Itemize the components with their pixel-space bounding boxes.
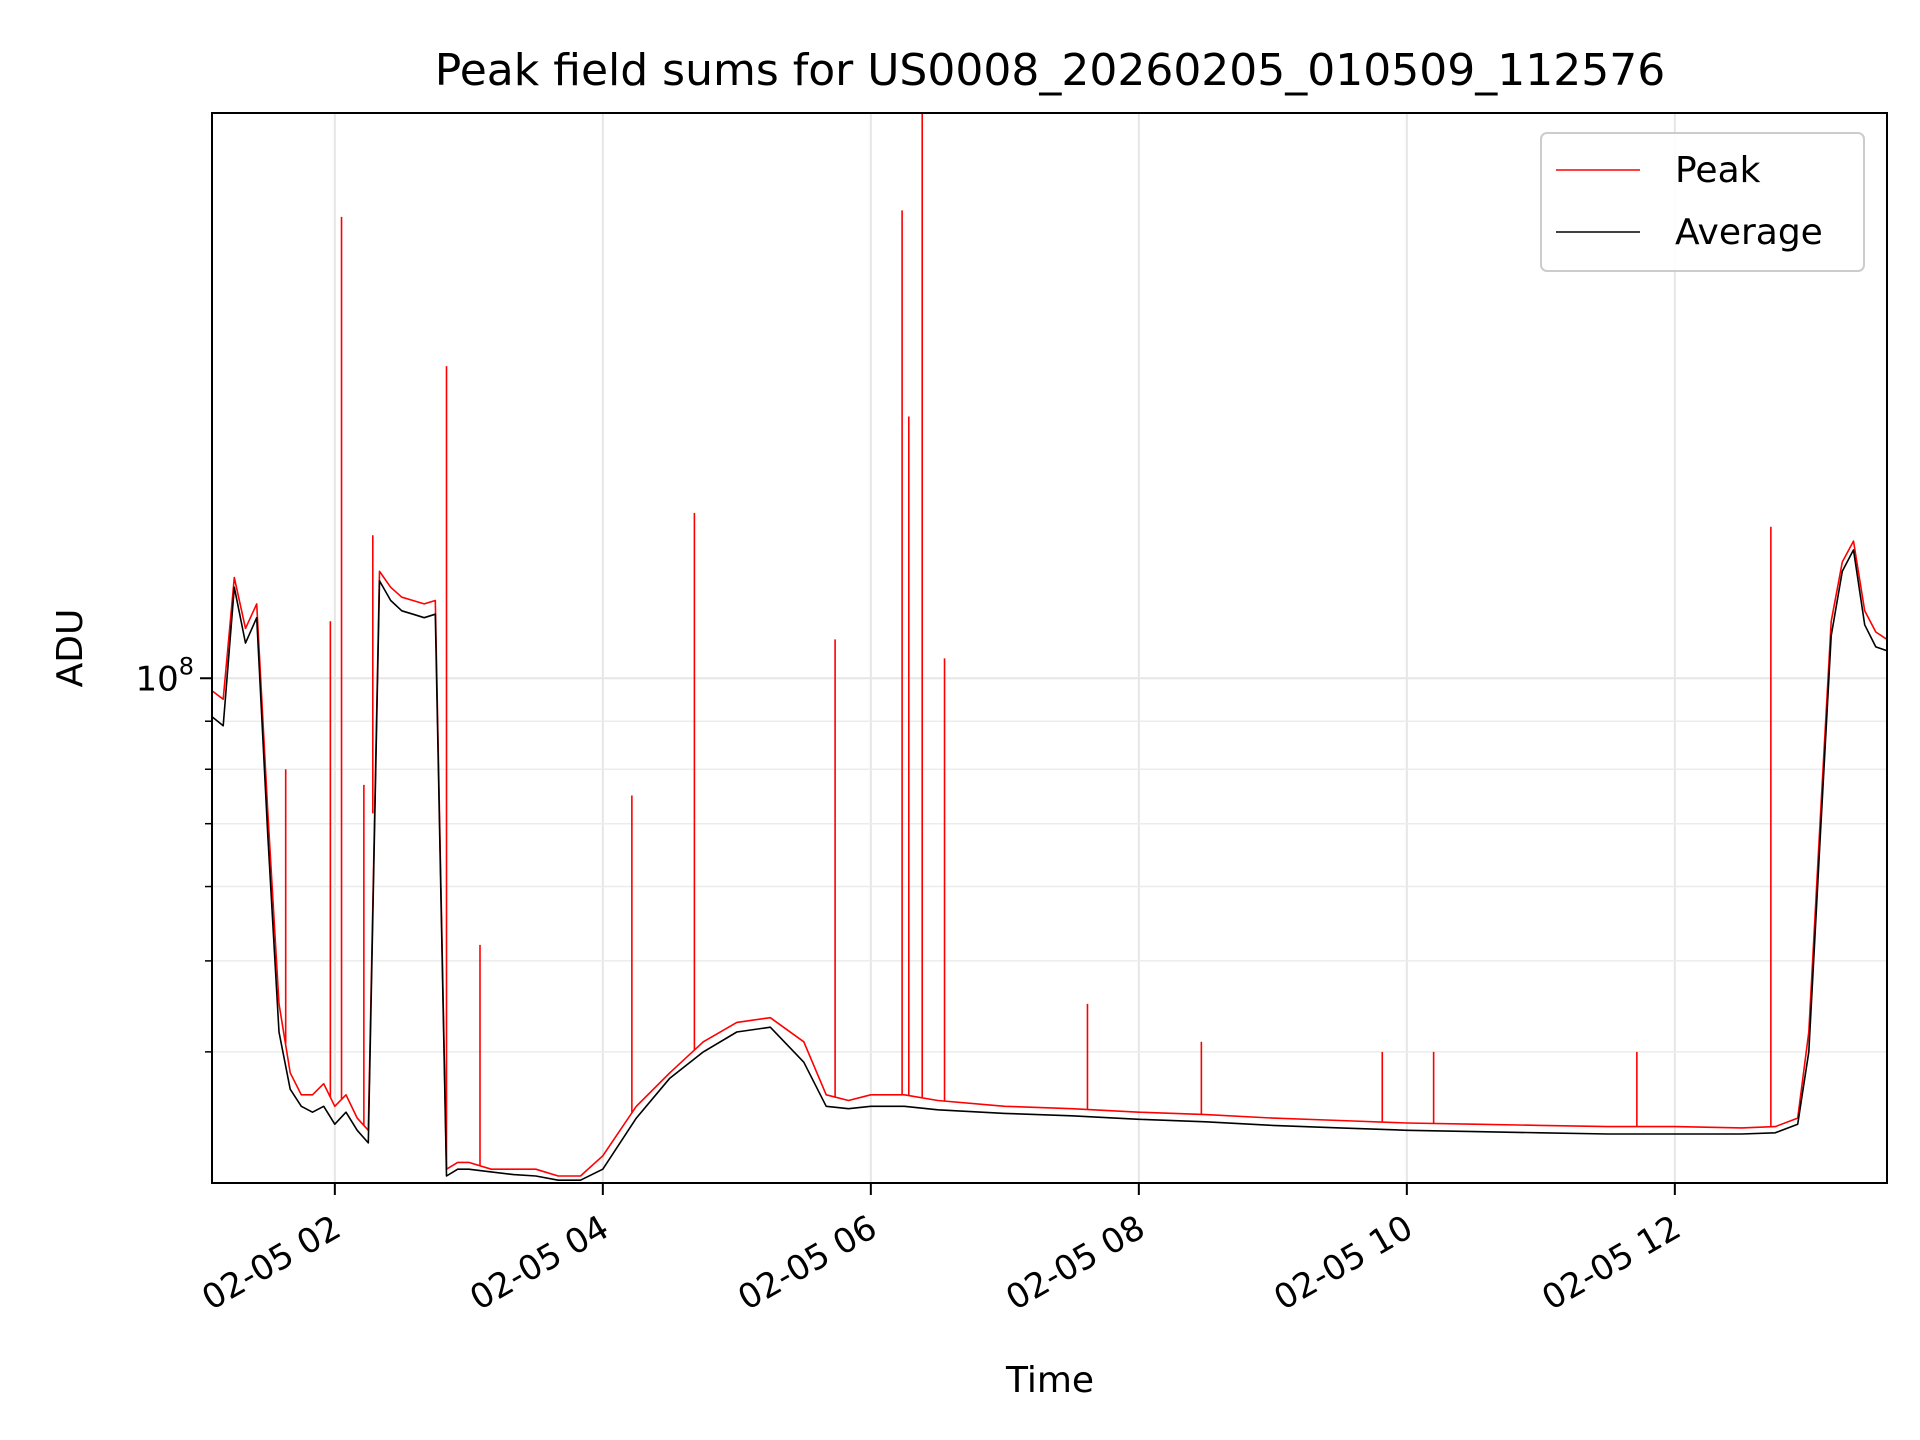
x-axis: 02-05 02 02-05 04 02-05 06 02-05 08 02-05 10…	[195, 1183, 1688, 1319]
chart-title: Peak field sums for US0008_20260205_0105…	[435, 45, 1665, 96]
legend-box	[1540, 132, 1865, 272]
series-line-peak	[212, 540, 1887, 1177]
x-tick-label: 02-05 10	[1267, 1208, 1419, 1319]
x-tick-label: 02-05 06	[731, 1208, 883, 1319]
x-tick-label: 02-05 12	[1535, 1208, 1687, 1319]
plot-frame	[211, 112, 1888, 1184]
x-tick-label: 02-05 02	[195, 1208, 347, 1319]
x-axis-label: Time	[1005, 1360, 1094, 1401]
legend: Peak Average	[1540, 132, 1865, 272]
series-layer	[212, 113, 1887, 1181]
legend-average-label: Average	[1675, 212, 1823, 253]
y-tick-label: 108	[135, 652, 194, 699]
x-tick-label: 02-05 04	[463, 1208, 615, 1319]
x-tick-label: 02-05 08	[999, 1208, 1151, 1319]
y-axis: 108	[135, 652, 212, 1053]
series-line-average	[212, 549, 1887, 1181]
y-axis-label: ADU	[50, 609, 91, 688]
legend-peak-label: Peak	[1675, 150, 1761, 191]
plot-area	[212, 113, 1887, 1181]
grid-lines	[212, 113, 1887, 1183]
